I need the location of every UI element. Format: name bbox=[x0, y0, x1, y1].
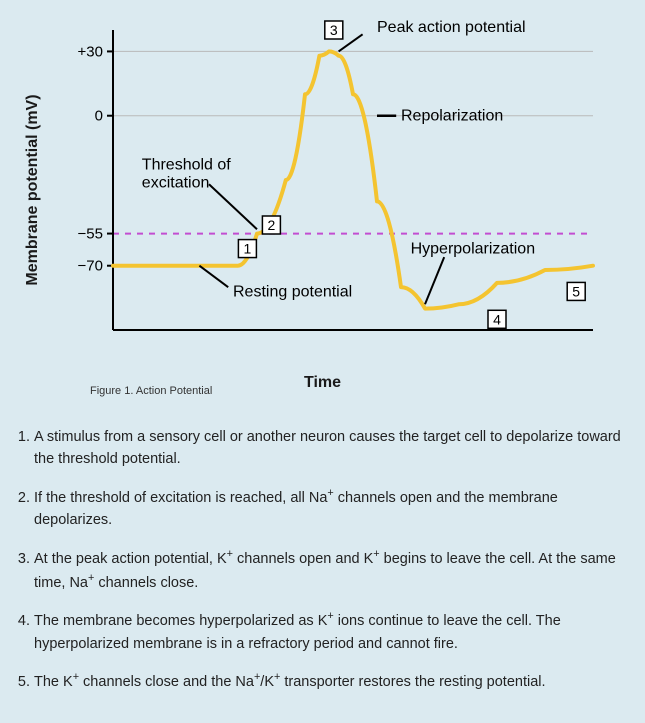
svg-text:4: 4 bbox=[493, 311, 501, 327]
steps-list: A stimulus from a sensory cell or anothe… bbox=[14, 426, 631, 693]
step-item: If the threshold of excitation is reache… bbox=[34, 485, 631, 532]
steps-container: A stimulus from a sensory cell or anothe… bbox=[0, 402, 645, 723]
svg-text:Hyperpolarization: Hyperpolarization bbox=[410, 241, 535, 258]
svg-text:1: 1 bbox=[243, 241, 251, 257]
y-axis-label: Membrane potential (mV) bbox=[24, 94, 42, 285]
step-item: A stimulus from a sensory cell or anothe… bbox=[34, 426, 631, 471]
chart-svg: +30 0 −55 −70 Peak action potential Repolariz… bbox=[43, 10, 603, 370]
figure-container: Membrane potential (mV) +30 0 −55 −70 Peak a… bbox=[0, 0, 645, 402]
svg-text:−55: −55 bbox=[77, 226, 102, 243]
svg-text:5: 5 bbox=[572, 283, 580, 299]
svg-text:0: 0 bbox=[94, 108, 102, 125]
step-item: The membrane becomes hyperpolarized as K… bbox=[34, 608, 631, 655]
step-item: The K+ channels close and the Na+/K+ tra… bbox=[34, 669, 631, 693]
svg-text:excitation: excitation bbox=[141, 174, 209, 191]
step-item: At the peak action potential, K+ channel… bbox=[34, 546, 631, 595]
svg-text:Threshold of: Threshold of bbox=[141, 156, 230, 173]
x-axis-label: Time bbox=[43, 374, 603, 392]
svg-text:+30: +30 bbox=[77, 43, 102, 60]
chart: Membrane potential (mV) +300−55−70Peak a… bbox=[43, 10, 603, 370]
svg-text:Peak action potential: Peak action potential bbox=[377, 19, 526, 36]
svg-text:−70: −70 bbox=[77, 258, 102, 275]
svg-text:Repolarization: Repolarization bbox=[401, 108, 503, 125]
svg-text:Resting potential: Resting potential bbox=[233, 283, 352, 300]
svg-text:2: 2 bbox=[267, 217, 275, 233]
svg-text:3: 3 bbox=[329, 22, 337, 38]
